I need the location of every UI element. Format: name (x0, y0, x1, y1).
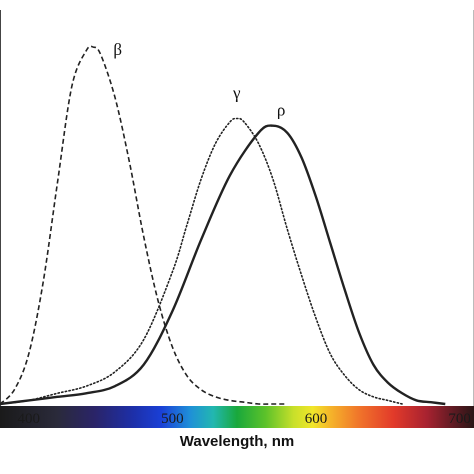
series-labels-group: β γ ρ (113, 40, 285, 120)
x-tick-label-500: 500 (161, 411, 184, 427)
x-tick-label-700: 700 (448, 411, 471, 427)
x-tick-label-600: 600 (305, 411, 328, 427)
rho-label: ρ (277, 101, 285, 120)
x-tick-labels-group: 400 500 600 700 (17, 411, 470, 427)
spectrum-bar (0, 406, 474, 428)
beta-label: β (113, 40, 122, 59)
plot-frame (0, 10, 474, 406)
curves-group (0, 45, 446, 406)
x-axis-label: Wavelength, nm (180, 433, 294, 450)
gamma-curve (0, 117, 403, 405)
beta-curve (0, 45, 288, 405)
x-tick-label-400: 400 (17, 411, 40, 427)
gamma-label: γ (232, 84, 241, 103)
rho-curve (0, 124, 446, 406)
